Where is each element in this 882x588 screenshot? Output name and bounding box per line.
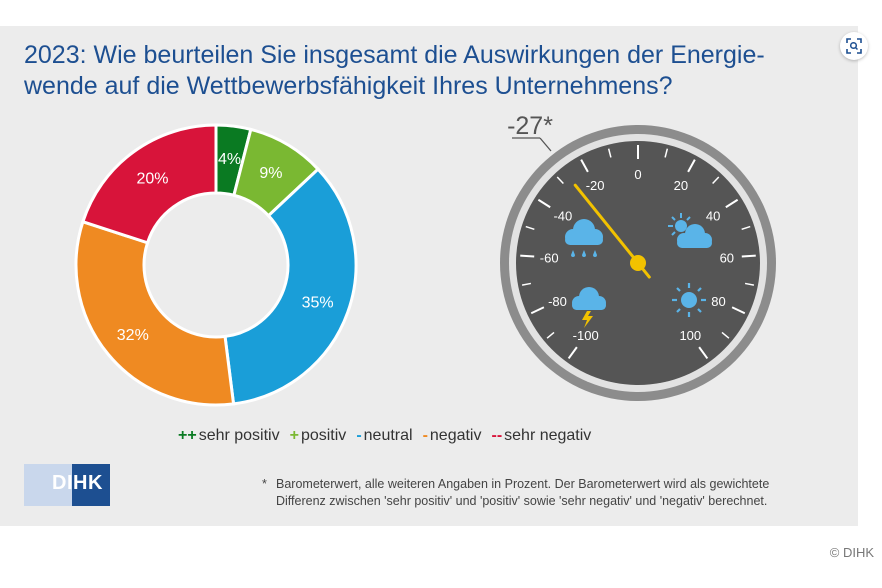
legend-marker: - (356, 427, 362, 444)
legend-marker: -- (491, 427, 503, 444)
gauge-tick (741, 254, 756, 258)
gauge-tick (664, 148, 669, 158)
footnote-line-2: Differenz zwischen 'sehr positiv' und 'p… (276, 494, 768, 508)
donut-slice-neutral (223, 167, 358, 406)
thunderstorm-icon (572, 287, 606, 328)
gauge-tick-label: 20 (674, 178, 688, 193)
legend-marker: + (289, 427, 299, 444)
gauge-tick (521, 282, 532, 286)
gauge-tick (607, 148, 612, 158)
gauge-tick-label: -100 (573, 328, 599, 343)
rain-cloud-icon (565, 219, 603, 257)
chart-title: 2023: Wie beurteilen Sie insgesamt die A… (24, 40, 834, 102)
gauge-tick (712, 176, 720, 185)
logo-text: DIHK (52, 472, 103, 494)
gauge-tick (556, 176, 564, 185)
gauge-tick-label: -20 (586, 178, 605, 193)
gauge-tick-label: -80 (548, 294, 567, 309)
gauge-tick (721, 331, 730, 339)
barometer-gauge: -100 -80 -60 -40 -20 0 20 40 60 80 100 (500, 112, 776, 401)
sun-icon (672, 283, 706, 317)
gauge-tick (744, 282, 755, 286)
legend-label: sehr positiv (198, 427, 280, 444)
footnote-line-1: Barometerwert, alle weiteren Angaben in … (276, 477, 770, 491)
donut-label-neutral: 35% (302, 295, 334, 312)
legend-item-sehr-positiv: ++ sehr positiv (178, 427, 280, 445)
gauge-value-label: -27* (507, 112, 553, 140)
sun-cloud-icon (668, 213, 712, 248)
zoom-icon (846, 38, 862, 54)
donut-slice-sehr-negativ (80, 123, 218, 245)
donut-label-sehr-negativ: 20% (137, 171, 169, 188)
donut-slice-negativ (74, 219, 236, 407)
gauge-tick-label: -60 (540, 250, 559, 265)
donut-label-sehr-positiv: 4% (218, 151, 241, 168)
gauge-tick (525, 225, 535, 231)
chart-title-line-2: wende auf die Wettbewerbsfähigkeit Ihres… (24, 72, 673, 100)
legend-label: sehr negativ (504, 427, 592, 444)
legend-marker: ++ (178, 427, 197, 444)
gauge-tick-label: 100 (679, 328, 701, 343)
chart-legend: ++ sehr positiv + positiv - neutral - negativ --… (178, 427, 601, 445)
legend-item-sehr-negativ: -- sehr negativ (491, 427, 591, 445)
donut-label-positiv: 9% (259, 165, 282, 182)
gauge-needle-hub (630, 255, 646, 271)
gauge-tick-label: 80 (711, 294, 725, 309)
gauge-tick (725, 198, 739, 209)
gauge-callout-pointer (539, 137, 552, 152)
gauge-ticks (520, 145, 756, 360)
legend-item-negativ: - negativ (423, 427, 482, 445)
gauge-tick (546, 331, 555, 339)
image-credit: © DIHK (829, 545, 874, 560)
footnote-marker: * (262, 477, 267, 491)
legend-label: positiv (300, 427, 347, 444)
footnote: * Barometerwert, alle weiteren Angaben i… (262, 476, 852, 510)
gauge-tick (731, 306, 746, 315)
gauge-tick-label: 40 (706, 208, 720, 223)
gauge-tick-labels: -100 -80 -60 -40 -20 0 20 40 60 80 100 (540, 167, 734, 343)
donut-label-negativ: 32% (117, 327, 149, 344)
gauge-tick (687, 159, 696, 173)
legend-marker: - (422, 427, 428, 444)
gauge-tick (537, 198, 551, 209)
gauge-tick (741, 225, 751, 231)
gauge-tick (520, 254, 535, 258)
gauge-tick-label: 0 (634, 167, 641, 182)
zoom-button[interactable] (840, 32, 868, 60)
gauge-tick-label: 60 (720, 250, 734, 265)
gauge-tick (530, 306, 545, 315)
gauge-tick-label: -40 (553, 208, 572, 223)
gauge-tick (698, 346, 709, 360)
legend-item-positiv: + positiv (290, 427, 347, 445)
legend-label: neutral (363, 427, 413, 444)
gauge-tick (567, 346, 578, 360)
dihk-logo: DIHK (24, 464, 110, 506)
donut-chart: 4% 9% 35% 32% 20% (74, 123, 358, 407)
gauge-tick (580, 159, 589, 173)
legend-item-neutral: - neutral (356, 427, 412, 445)
chart-title-line-1: 2023: Wie beurteilen Sie insgesamt die A… (24, 41, 765, 69)
legend-label: negativ (429, 427, 482, 444)
